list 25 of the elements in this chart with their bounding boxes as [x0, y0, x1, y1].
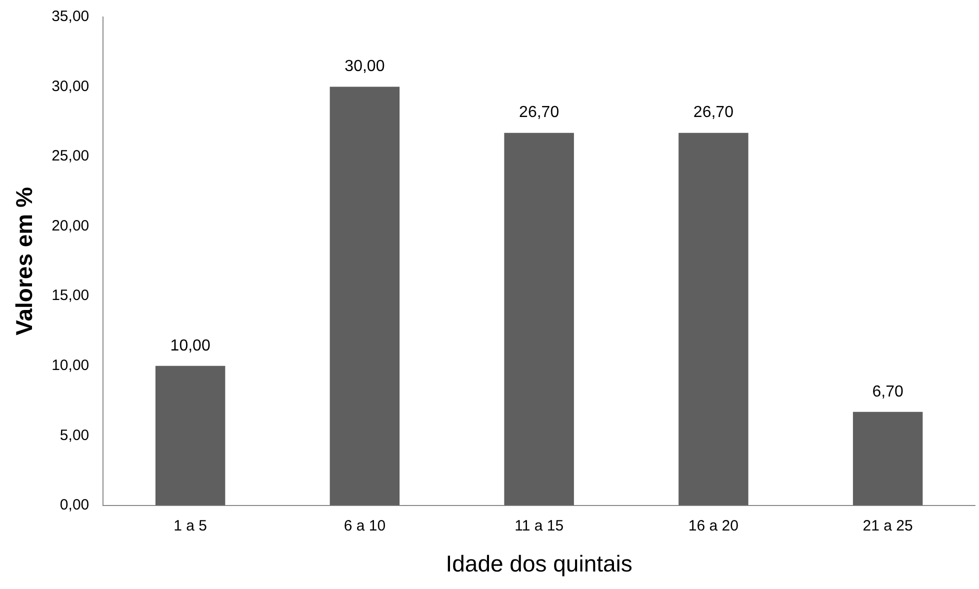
x-tick-label: 1 a 5: [174, 518, 208, 535]
bar: [504, 132, 574, 506]
y-tick-label: 30,00: [52, 78, 90, 95]
data-label: 10,00: [170, 337, 210, 354]
y-tick-label: 10,00: [52, 357, 90, 374]
bar: [330, 86, 400, 506]
y-tick-label: 20,00: [52, 217, 90, 234]
bar: [678, 132, 748, 506]
x-tick-label: 16 a 20: [688, 518, 738, 535]
data-label: 30,00: [344, 58, 385, 76]
data-label: 26,70: [693, 104, 734, 122]
y-tick-label: 25,00: [52, 148, 90, 165]
bar: [155, 366, 226, 506]
x-tick-label: 11 a 15: [514, 518, 564, 535]
x-tick-label: 21 a 25: [862, 518, 913, 535]
x-axis-title: Idade dos quintais: [446, 550, 632, 577]
y-tick-label: 5,00: [60, 426, 90, 444]
x-tick-label: 6 a 10: [344, 518, 386, 535]
y-tick-label: 0,00: [60, 496, 90, 514]
y-tick-label: 15,00: [52, 287, 90, 304]
data-label: 6,70: [872, 383, 904, 400]
y-axis-title: Valores em %: [11, 187, 38, 336]
data-label: 26,70: [519, 104, 560, 122]
bar: [852, 412, 923, 506]
y-tick-label: 35,00: [52, 8, 90, 26]
